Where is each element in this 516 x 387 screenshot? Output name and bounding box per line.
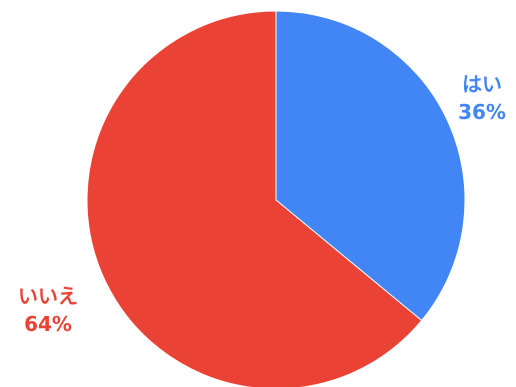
pie-slices [86,10,466,387]
pie-slice-1 [86,10,423,387]
slice-label-hai: はい 36% [452,70,512,126]
slice-label-iie: いいえ 64% [6,282,90,338]
slice-category-label: いいえ [18,284,78,308]
slice-percent-label: 36% [458,100,506,124]
slice-percent-label: 64% [24,312,72,336]
slice-category-label: はい [462,72,502,96]
pie-slice-0 [275,10,466,322]
